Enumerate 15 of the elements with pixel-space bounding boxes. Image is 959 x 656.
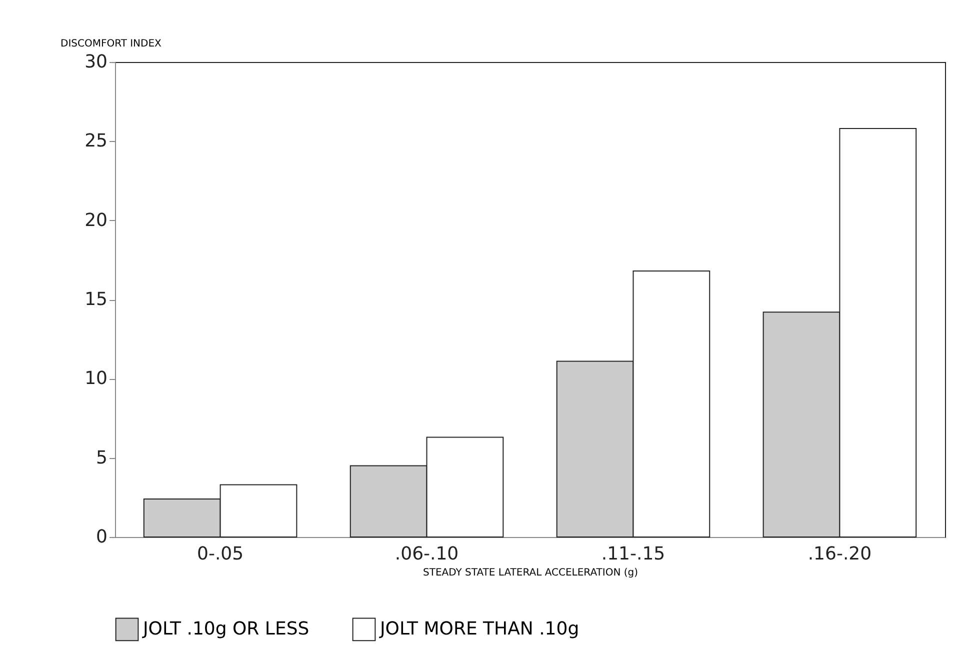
x-axis-title: STEADY STATE LATERAL ACCELERATION (g) bbox=[422, 568, 638, 578]
y-tick-label: 15 bbox=[84, 289, 108, 310]
y-tick-label: 20 bbox=[84, 210, 108, 231]
y-axis-title: DISCOMFORT INDEX bbox=[60, 38, 162, 50]
x-tick-label: .11-.15 bbox=[601, 544, 666, 564]
y-tick-label: 30 bbox=[84, 52, 108, 72]
x-tick-label: .16-.20 bbox=[808, 544, 872, 564]
y-tick-label: 10 bbox=[84, 368, 108, 390]
legend-label: JOLT .10g OR LESS bbox=[142, 618, 310, 640]
y-tick-label: 0 bbox=[96, 526, 108, 548]
y-tick-label: 5 bbox=[96, 447, 108, 468]
y-tick-label: 25 bbox=[84, 130, 108, 152]
x-tick-label: .06-.10 bbox=[394, 544, 459, 564]
legend-label: JOLT MORE THAN .10g bbox=[379, 618, 580, 640]
x-tick-label: 0-.05 bbox=[197, 544, 244, 564]
